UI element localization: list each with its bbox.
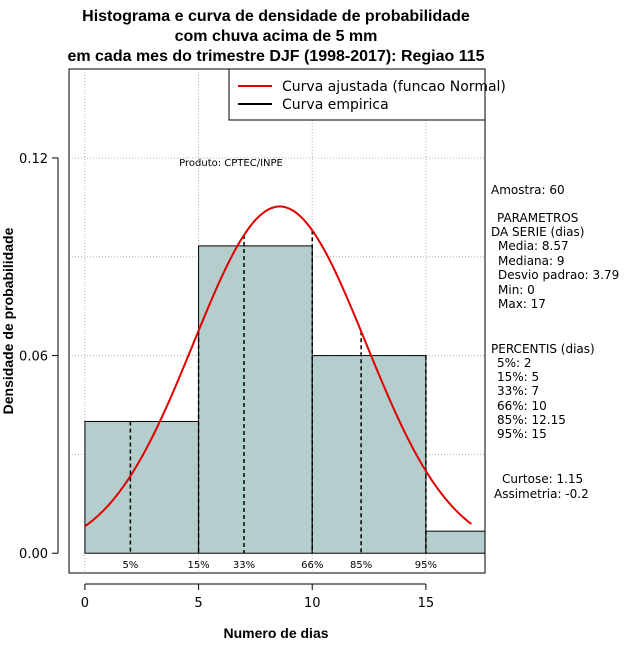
histogram-bars [84, 245, 486, 554]
percentile-lines [129, 230, 427, 554]
legend-label-normal: Curva ajustada (funcao Normal) [282, 79, 506, 95]
product-annotation: Produto: CPTEC/INPE [179, 158, 283, 169]
y-tick-label-0: 0.00 [19, 547, 48, 562]
percentile-label-4: 85% [350, 560, 372, 571]
y-tick-label-2: 0.12 [19, 152, 48, 167]
legend-label-empirical: Curva empirica [282, 97, 389, 113]
chart-title: Histograma e curva de densidade de proba… [67, 8, 484, 65]
x-axis: 0 5 10 15 [81, 583, 435, 611]
x-tick-label-3: 15 [418, 596, 435, 611]
param-mediana: Mediana: 9 [498, 254, 565, 268]
x-tick-label-1: 5 [194, 596, 202, 611]
percentil-66: 66%: 10 [497, 399, 547, 413]
percentile-label-1: 15% [187, 560, 209, 571]
sample-size: Amostra: 60 [491, 183, 565, 197]
y-tick-label-1: 0.06 [19, 350, 48, 365]
y-axis-label: Densidade de probabilidade [0, 227, 16, 414]
percentis-title: PERCENTIS (dias) [491, 342, 595, 356]
percentil-33: 33%: 7 [497, 384, 539, 398]
percentile-label-3: 66% [301, 560, 323, 571]
param-media: Media: 8.57 [498, 239, 569, 253]
x-tick-label-2: 10 [304, 596, 321, 611]
percentil-15: 15%: 5 [497, 370, 539, 384]
histogram-bar-0 [84, 420, 200, 554]
x-tick-label-0: 0 [81, 596, 89, 611]
param-desvio: Desvio padrao: 3.79 [498, 268, 619, 282]
param-max: Max: 17 [498, 297, 546, 311]
legend-box [228, 68, 486, 121]
params-title-1: PARAMETROS [497, 211, 578, 225]
percentile-label-2: 33% [233, 560, 255, 571]
percentile-label-0: 5% [122, 560, 138, 571]
skewness: Assimetria: -0.2 [494, 487, 589, 501]
params-title-2: DA SERIE (dias) [491, 225, 584, 239]
kurtosis: Curtose: 1.15 [502, 472, 583, 486]
y-axis: 0.00 0.06 0.12 [19, 152, 59, 562]
percentil-85: 85%: 12.15 [497, 413, 566, 427]
percentile-label-5: 95% [415, 560, 437, 571]
percentile-labels: 5% 15% 33% 66% 85% 95% [122, 560, 437, 571]
title-line-3: em cada mes do trimestre DJF (1998-2017)… [67, 48, 484, 65]
histogram-bar-2 [311, 355, 427, 554]
side-panel: Amostra: 60 PARAMETROS DA SERIE (dias) M… [491, 183, 619, 501]
normal-curve [84, 205, 472, 528]
percentil-95: 95%: 15 [497, 427, 547, 441]
x-axis-label: Numero de dias [223, 625, 328, 641]
param-min: Min: 0 [498, 283, 535, 297]
title-line-1: Histograma e curva de densidade de proba… [82, 8, 470, 25]
title-line-2: com chuva acima de 5 mm [175, 28, 378, 45]
legend: Curva ajustada (funcao Normal) Curva emp… [228, 68, 506, 121]
percentil-5: 5%: 2 [497, 356, 532, 370]
histogram-bar-3 [425, 530, 486, 554]
